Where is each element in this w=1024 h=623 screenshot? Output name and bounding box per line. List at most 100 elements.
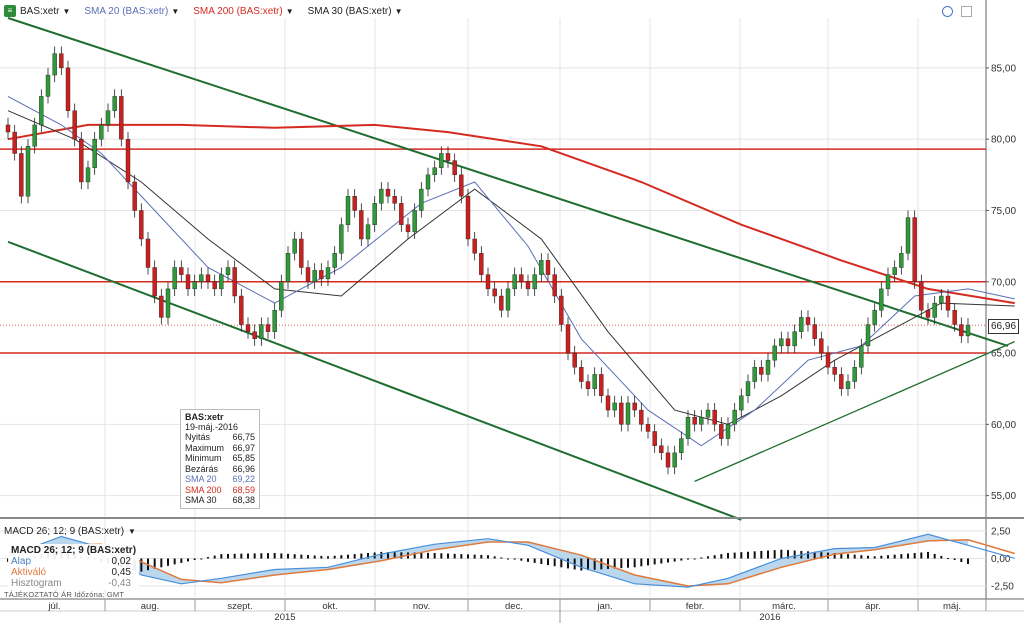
macd-legend-title: MACD 26; 12; 9 (BAS:xetr) (11, 545, 137, 556)
symbol-selector[interactable]: BAS:xetr ▼ (20, 6, 70, 17)
candle-body (599, 374, 604, 397)
candle-body (652, 431, 657, 446)
macd-histogram-bar (533, 558, 536, 563)
tooltip-row: SMA 20 69,22 (185, 474, 255, 485)
candle-body (392, 196, 397, 204)
candle-body (579, 367, 584, 382)
candle-body (259, 324, 264, 339)
x-tick-label: nov. (413, 601, 430, 612)
macd-histogram-bar (153, 558, 156, 569)
trend-upper-line (7, 17, 1009, 347)
macd-histogram-bar (280, 553, 283, 559)
macd-histogram-bar (900, 554, 903, 559)
macd-histogram-bar (227, 553, 229, 559)
macd-histogram-bar (940, 555, 943, 559)
candle-body (279, 281, 284, 311)
sma200-selector[interactable]: SMA 200 (BAS:xetr) ▼ (193, 6, 293, 17)
sma20-selector[interactable]: SMA 20 (BAS:xetr) ▼ (84, 6, 179, 17)
macd-histogram-bar (253, 553, 256, 559)
macd-histogram-bar (627, 558, 629, 568)
candle-body (745, 381, 751, 397)
candle-body (92, 138, 97, 168)
clock-icon[interactable] (942, 6, 953, 17)
candle-body (505, 288, 511, 311)
macd-histogram-bar (893, 554, 896, 559)
macd-histogram-bar (547, 558, 549, 566)
last-price-marker: 66,96 (988, 319, 1020, 334)
candle-body (725, 424, 731, 439)
macd-histogram-bar (233, 553, 236, 559)
macd-header-label: MACD 26; 12; 9 (BAS:xetr) (4, 526, 125, 537)
candle-body (339, 224, 344, 254)
macd-histogram-bar (400, 552, 403, 559)
candle-body (199, 274, 204, 282)
candle-body (65, 67, 71, 111)
candle-body (459, 174, 464, 197)
tooltip-date: 19-máj.-2016 (185, 422, 239, 432)
macd-histogram-bar (727, 553, 729, 559)
candle-body (552, 274, 557, 297)
candle-body (799, 317, 804, 332)
macd-histogram-bar (413, 552, 416, 559)
macd-histogram-bar (620, 558, 623, 569)
candle-body (932, 302, 937, 318)
candle-body (645, 424, 651, 432)
x-tick-label: ápr. (865, 601, 881, 612)
candle-body (365, 224, 371, 240)
macd-histogram-bar (953, 558, 956, 560)
candle-body (412, 210, 417, 233)
macd-histogram-bar (193, 558, 196, 560)
macd-value: -0,43 (108, 578, 131, 589)
macd-histogram-bar (653, 558, 656, 565)
candle-body (219, 274, 224, 290)
macd-histogram-bar (553, 558, 556, 567)
candle-body (385, 188, 391, 197)
candle-body (25, 146, 31, 197)
macd-histogram-bar (673, 558, 676, 562)
candle-body (399, 203, 404, 225)
candle-body (912, 217, 917, 282)
macd-histogram-bar (520, 558, 523, 561)
sma30-selector[interactable]: SMA 30 (BAS:xetr) ▼ (308, 6, 403, 17)
tooltip-row: Nyitás 66,75 (185, 432, 255, 443)
tooltip-row: Minimum 65,85 (185, 453, 255, 464)
candle-body (685, 417, 691, 439)
macd-histogram-bar (833, 553, 836, 559)
tooltip-value: 66,97 (232, 442, 255, 453)
macd-histogram-bar (840, 553, 843, 559)
macd-histogram-bar (740, 552, 743, 559)
candle-body (872, 310, 877, 325)
macd-selector[interactable]: MACD 26; 12; 9 (BAS:xetr) ▼ (4, 526, 136, 537)
candle-body (32, 124, 37, 147)
candle-body (312, 270, 317, 282)
macd-label: Alap (11, 556, 32, 567)
trend-rising-line (694, 341, 1015, 482)
candle-body (465, 196, 471, 240)
tooltip-label: Maximum (185, 442, 225, 453)
macd-histogram-bar (720, 554, 723, 559)
maximize-icon[interactable] (961, 6, 972, 17)
candle-body (632, 402, 637, 411)
macd-histogram-bar (500, 557, 503, 559)
x-tick-label: aug. (141, 601, 160, 612)
candle-body (699, 417, 704, 425)
macd-tick-label: 0,00 (991, 554, 1011, 565)
chart-tools (942, 6, 972, 17)
candle-body (145, 238, 151, 268)
macd-histogram-bar (447, 553, 449, 559)
macd-histogram-bar (707, 556, 709, 559)
app-logo-icon: ≡ (4, 5, 16, 17)
macd-histogram-bar (580, 558, 583, 571)
candle-body (712, 409, 717, 425)
candle-body (545, 260, 551, 275)
candle-body (532, 274, 537, 290)
macd-histogram-bar (453, 553, 456, 559)
candle-body (512, 274, 517, 290)
macd-histogram-bar (587, 558, 589, 571)
macd-histogram-bar (140, 558, 143, 572)
chevron-down-icon: ▼ (394, 6, 403, 16)
macd-histogram-bar (213, 555, 216, 559)
candle-body (492, 288, 497, 297)
macd-histogram-bar (640, 558, 643, 567)
